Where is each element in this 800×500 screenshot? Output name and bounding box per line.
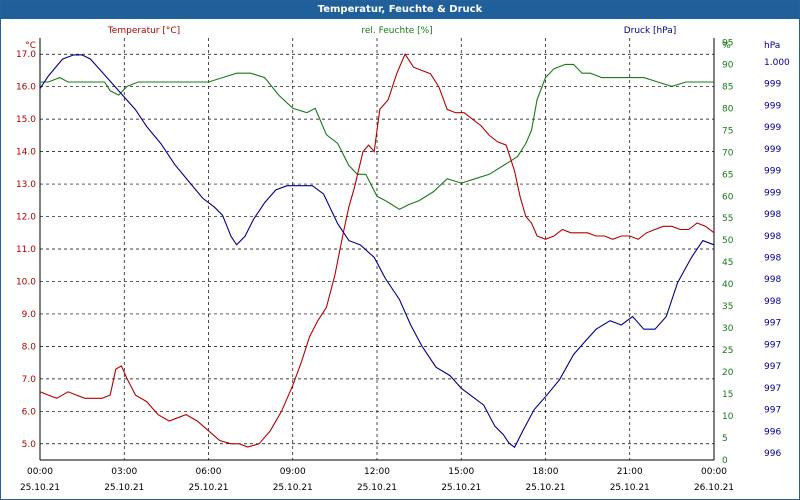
humidity-tick-label: 0 xyxy=(722,456,728,466)
humidity-tick-label: 95 xyxy=(722,38,733,48)
pressure-unit-label: hPa xyxy=(764,41,780,51)
pressure-header: Druck [hPa] xyxy=(624,26,677,36)
temperature-tick-label: 7.0 xyxy=(22,375,37,385)
pressure-tick-label: 997 xyxy=(764,340,781,350)
pressure-line xyxy=(39,54,715,449)
humidity-tick-label: 30 xyxy=(722,324,734,334)
pressure-tick-label: 997 xyxy=(764,319,781,329)
humidity-tick-label: 90 xyxy=(722,60,734,70)
temperature-tick-label: 5.0 xyxy=(22,440,37,450)
x-tick-date: 26.10.21 xyxy=(694,483,734,493)
humidity-tick-label: 70 xyxy=(722,148,734,158)
humidity-header: rel. Feuchte [%] xyxy=(361,26,432,36)
temperature-tick-label: 9.0 xyxy=(22,310,37,320)
humidity-tick-label: 75 xyxy=(722,126,733,136)
temperature-header: Temperatur [°C] xyxy=(107,26,180,36)
pressure-tick-label: 999 xyxy=(764,188,781,198)
temperature-tick-label: 16.0 xyxy=(16,83,36,93)
pressure-tick-label: 999 xyxy=(764,123,781,133)
x-tick-date: 25.10.21 xyxy=(20,483,60,493)
x-tick-date: 25.10.21 xyxy=(610,483,650,493)
pressure-tick-label: 998 xyxy=(764,254,781,264)
x-tick-time: 21:00 xyxy=(617,467,643,477)
humidity-tick-label: 15 xyxy=(722,390,733,400)
humidity-tick-label: 50 xyxy=(722,236,734,246)
x-tick-date: 25.10.21 xyxy=(525,483,565,493)
temperature-tick-label: 17.0 xyxy=(16,50,36,60)
humidity-tick-label: 85 xyxy=(722,82,733,92)
pressure-tick-label: 999 xyxy=(764,145,781,155)
grid xyxy=(40,38,714,460)
pressure-tick-label: 998 xyxy=(764,275,781,285)
temperature-tick-label: 8.0 xyxy=(22,342,37,352)
humidity-tick-label: 40 xyxy=(722,280,734,290)
pressure-tick-label: 998 xyxy=(764,297,781,307)
humidity-tick-label: 60 xyxy=(722,192,734,202)
temperature-tick-label: 14.0 xyxy=(16,148,36,158)
temperature-tick-label: 12.0 xyxy=(16,213,36,223)
chart-title: Temperatur, Feuchte & Druck xyxy=(1,1,799,19)
x-tick-date: 25.10.21 xyxy=(441,483,481,493)
x-tick-time: 00:00 xyxy=(701,467,727,477)
pressure-tick-label: 999 xyxy=(764,167,781,177)
pressure-tick-label: 998 xyxy=(764,232,781,242)
axes xyxy=(39,38,715,461)
temperature-tick-label: 6.0 xyxy=(22,407,37,417)
tick-labels: 00:00 25.10.21 03:00 25.10.21 06:00 25.10.21 0… xyxy=(16,26,790,493)
pressure-tick-label: 996 xyxy=(764,427,781,437)
pressure-tick-label: 998 xyxy=(764,210,781,220)
x-tick-time: 12:00 xyxy=(364,467,390,477)
humidity-unit-label: % xyxy=(722,41,731,51)
series-lines xyxy=(39,53,715,449)
temperature-tick-label: 11.0 xyxy=(16,245,36,255)
humidity-tick-label: 65 xyxy=(722,170,733,180)
humidity-tick-label: 5 xyxy=(722,434,728,444)
pressure-tick-label: 997 xyxy=(764,406,781,416)
pressure-tick-label: 996 xyxy=(764,449,781,459)
humidity-tick-label: 45 xyxy=(722,258,733,268)
x-tick-time: 06:00 xyxy=(196,467,222,477)
pressure-tick-label: 999 xyxy=(764,101,781,111)
humidity-tick-label: 55 xyxy=(722,214,733,224)
humidity-tick-label: 80 xyxy=(722,104,734,114)
humidity-tick-label: 20 xyxy=(722,368,734,378)
pressure-tick-label: 999 xyxy=(764,80,781,90)
temperature-unit-label: °C xyxy=(25,41,36,51)
x-tick-date: 25.10.21 xyxy=(273,483,313,493)
x-tick-time: 00:00 xyxy=(27,467,53,477)
temperature-tick-label: 13.0 xyxy=(16,180,36,190)
temperature-line xyxy=(39,53,715,448)
humidity-tick-label: 25 xyxy=(722,346,733,356)
humidity-tick-label: 35 xyxy=(722,302,733,312)
pressure-tick-label: 997 xyxy=(764,384,781,394)
x-tick-time: 03:00 xyxy=(111,467,137,477)
temperature-tick-label: 10.0 xyxy=(16,277,36,287)
x-tick-time: 15:00 xyxy=(448,467,474,477)
x-tick-date: 25.10.21 xyxy=(357,483,397,493)
x-tick-date: 25.10.21 xyxy=(104,483,144,493)
pressure-tick-label: 1.000 xyxy=(764,58,790,68)
pressure-tick-label: 997 xyxy=(764,362,781,372)
humidity-line xyxy=(40,63,714,211)
x-tick-time: 09:00 xyxy=(280,467,306,477)
humidity-tick-label: 10 xyxy=(722,412,734,422)
x-tick-date: 25.10.21 xyxy=(188,483,228,493)
x-tick-time: 18:00 xyxy=(533,467,559,477)
temperature-tick-label: 15.0 xyxy=(16,115,36,125)
